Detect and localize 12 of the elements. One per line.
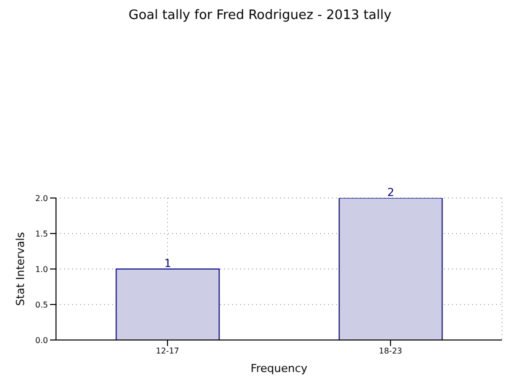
data-label: 2 <box>387 186 394 199</box>
y-tick-label: 1.0 <box>35 264 48 274</box>
x-tick-label: 18-23 <box>378 346 402 356</box>
y-tick-label: 0.5 <box>35 300 48 310</box>
y-tick-label: 1.5 <box>35 229 48 238</box>
x-tick-label: 12-17 <box>156 346 180 356</box>
chart-title: Goal tally for Fred Rodriguez - 2013 tally <box>128 8 392 25</box>
y-tick-label: 2.0 <box>35 194 48 203</box>
y-axis-title: Stat Intervals <box>14 232 27 306</box>
data-label: 1 <box>164 257 172 270</box>
y-tick-label: 0.0 <box>35 336 48 345</box>
x-axis-title: Frequency <box>250 362 308 375</box>
